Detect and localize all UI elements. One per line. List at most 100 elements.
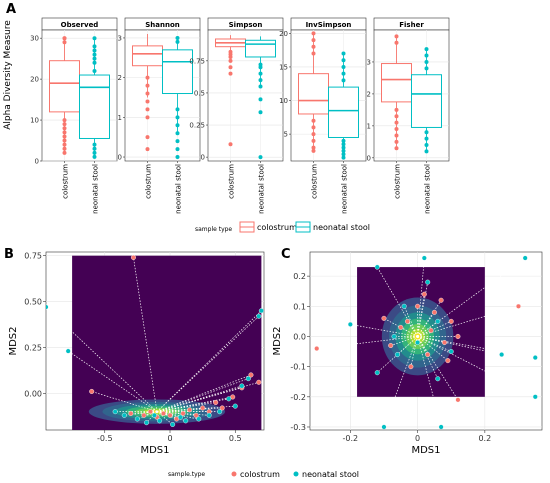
point-colostrum [89, 388, 95, 394]
point-neonatal-stool [157, 418, 163, 424]
centroid-spoke [417, 336, 442, 428]
x-tick-label: colostrum [394, 164, 402, 199]
data-point [62, 134, 67, 139]
centroid-spoke [417, 336, 502, 355]
point-neonatal-stool [183, 418, 189, 424]
point-neonatal-stool [448, 349, 454, 355]
legend-sample-type-dots: sample.type colostrum neonatal stool [168, 470, 359, 479]
centroid-spoke [383, 336, 418, 428]
data-point [424, 59, 429, 64]
data-point [258, 97, 263, 102]
data-point [424, 149, 429, 154]
point-colostrum [187, 407, 193, 413]
centroid-spoke [376, 266, 418, 337]
centroid-spoke [417, 258, 425, 337]
facet-title: Shannon [145, 21, 180, 29]
centroid-spoke [417, 282, 429, 337]
centroid-spoke [156, 378, 249, 412]
data-point [92, 48, 97, 53]
data-point [258, 84, 263, 89]
data-point [175, 147, 180, 152]
point-neonatal-stool [206, 412, 212, 418]
centroid-spoke [417, 336, 536, 358]
y-tick-label: 0 [367, 154, 371, 162]
facet-invsimpson: InvSimpson 5 10 15 20 colostrum neonatal stool [279, 17, 367, 214]
data-point [92, 154, 97, 159]
plot-contents [310, 252, 542, 430]
data-point [311, 138, 316, 143]
data-point [62, 146, 67, 151]
data-point [62, 40, 67, 45]
point-colostrum [398, 324, 404, 330]
box-colostrum [381, 63, 412, 103]
data-point [258, 155, 263, 160]
point-colostrum [200, 405, 206, 411]
point-neonatal-stool [239, 383, 245, 389]
centroid-spoke [410, 336, 418, 367]
y-tick-label: 0.75 [189, 57, 205, 65]
x-tick-label: neonatal stool [175, 164, 183, 214]
data-point [258, 71, 263, 76]
point-colostrum [219, 405, 225, 411]
data-point [311, 148, 316, 153]
x-tick-label: -0.5 [97, 434, 113, 443]
centroid-spoke [417, 336, 536, 398]
data-point [341, 51, 346, 56]
point-colostrum [388, 343, 394, 349]
data-point [92, 142, 97, 147]
point-neonatal-stool [347, 321, 353, 327]
data-point [311, 31, 316, 36]
data-point [62, 126, 67, 131]
point-neonatal-stool [394, 352, 400, 358]
centroid-spoke [91, 391, 158, 412]
centroid-spoke [417, 300, 442, 337]
point-colostrum [415, 303, 421, 309]
data-point [341, 64, 346, 69]
mds-panel-c: -0.2 0 0.2 -0.3 -0.2 -0.1 0.0 0.1 0.2 MDS1 MDS2 [272, 251, 543, 456]
data-point [311, 132, 316, 137]
point-neonatal-stool [196, 416, 202, 422]
centroid-spoke [417, 336, 449, 361]
point-neonatal-stool [177, 414, 183, 420]
centroid-spoke [417, 336, 452, 352]
data-point [394, 133, 399, 138]
legend-a-title: sample type [195, 226, 232, 233]
y-tick-label: 0.0 [293, 332, 306, 341]
y-tick-label: 0 [35, 158, 39, 166]
point-neonatal-stool [391, 333, 397, 339]
data-point [424, 66, 429, 71]
data-point [92, 60, 97, 65]
data-point [228, 65, 233, 70]
centroid-spoke [156, 315, 260, 412]
data-point [92, 68, 97, 73]
y-tick-label: 0.5 [194, 89, 205, 97]
y-tick-label: 0.25 [189, 122, 205, 130]
point-neonatal-stool [245, 376, 251, 382]
point-neonatal-stool [435, 376, 441, 382]
panel-label-b: B [4, 247, 14, 262]
legend-a-item-colostrum: colostrum [257, 223, 297, 232]
point-colostrum [431, 309, 437, 315]
data-point [258, 78, 263, 83]
data-point [394, 120, 399, 125]
y-tick-label: 3 [118, 34, 122, 42]
y-tick-label: 10 [279, 97, 288, 105]
point-colostrum [180, 410, 186, 416]
y-tick-label: 20 [30, 76, 39, 84]
point-colostrum [448, 318, 454, 324]
centroid-spoke [137, 411, 158, 420]
centroid-spoke [417, 321, 438, 337]
point-neonatal-stool [374, 370, 380, 376]
point-colostrum [408, 364, 414, 370]
data-point [175, 107, 180, 112]
y-tick-label: 0.50 [24, 298, 42, 307]
data-point [424, 53, 429, 58]
point-neonatal-stool [374, 264, 380, 270]
data-point [92, 150, 97, 155]
centroid-spoke [350, 324, 418, 337]
data-point [258, 62, 263, 67]
data-point [394, 34, 399, 39]
centroid-spoke [417, 336, 439, 379]
point-neonatal-stool [401, 303, 407, 309]
point-colostrum [314, 346, 320, 352]
